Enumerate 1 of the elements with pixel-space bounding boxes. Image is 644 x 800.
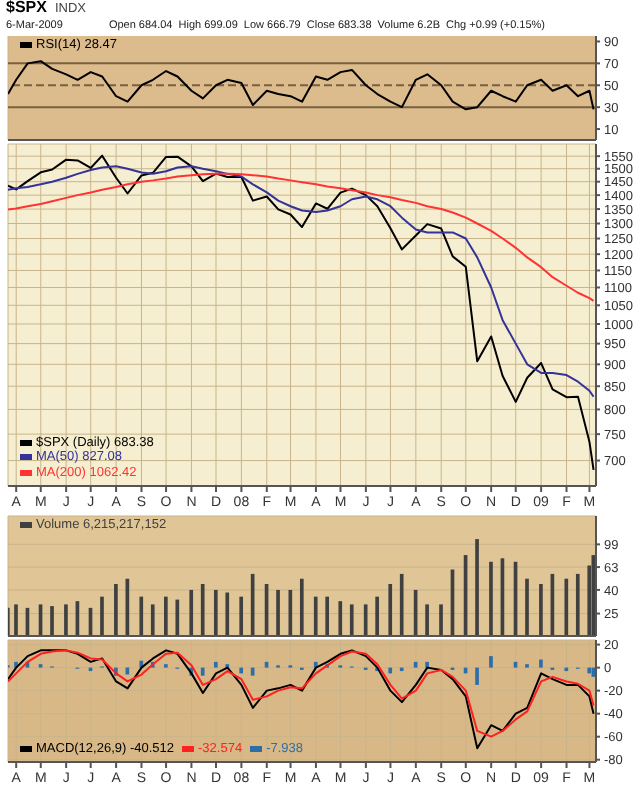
- chart-title: $SPX: [6, 0, 47, 16]
